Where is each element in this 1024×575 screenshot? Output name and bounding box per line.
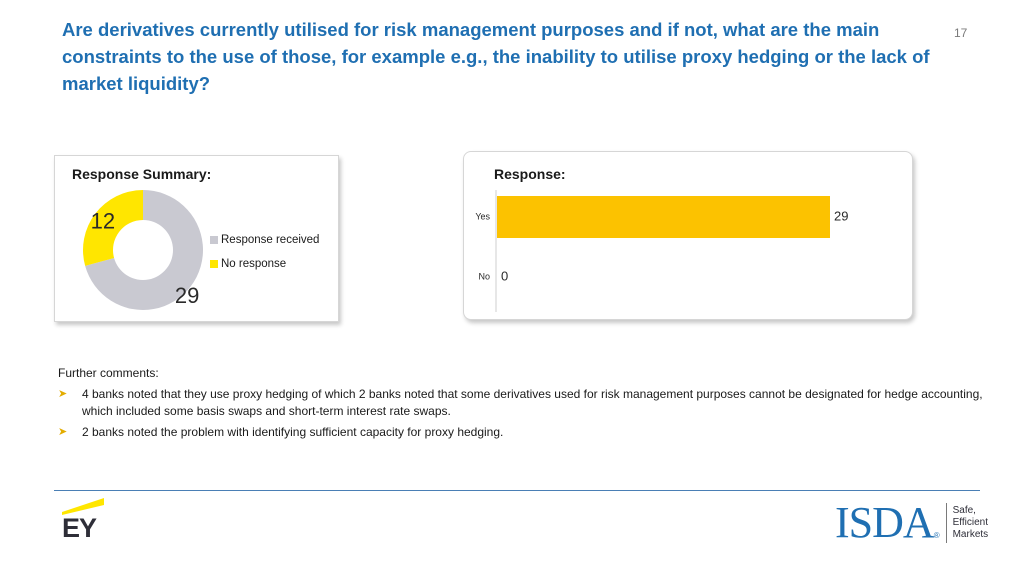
response-summary-panel: Response Summary: 29 12 Response received… <box>54 155 339 322</box>
comment-text: 2 banks noted the problem with identifyi… <box>82 425 504 439</box>
legend-swatch-response-received <box>210 236 218 244</box>
legend-item-no-response: No response <box>210 252 319 276</box>
response-summary-heading: Response Summary: <box>72 166 212 182</box>
page-number: 17 <box>954 26 968 40</box>
donut-label-no-response: 12 <box>91 209 115 234</box>
isda-tagline-line: Efficient <box>952 517 988 528</box>
tick-label-no: No <box>478 271 490 281</box>
comment-item: ➤ 2 banks noted the problem with identif… <box>58 424 988 441</box>
comment-item: ➤ 4 banks noted that they use proxy hedg… <box>58 386 988 420</box>
arrow-bullet-icon: ➤ <box>58 388 68 400</box>
isda-logo-text: ISDA <box>835 498 935 547</box>
donut-chart: 29 12 <box>83 190 203 310</box>
isda-divider <box>945 503 947 543</box>
donut-legend: Response received No response <box>210 228 319 276</box>
legend-item-response-received: Response received <box>210 228 319 252</box>
isda-tagline: Safe, Efficient Markets <box>953 505 989 541</box>
response-heading: Response: <box>494 166 566 182</box>
bar-yes <box>497 196 830 238</box>
donut-label-response-received: 29 <box>175 283 199 308</box>
comments-heading: Further comments: <box>58 366 159 380</box>
comment-text: 4 banks noted that they use proxy hedgin… <box>82 387 983 418</box>
isda-logo: ISDA ® Safe, Efficient Markets <box>835 500 988 546</box>
data-label-no: 0 <box>501 268 508 283</box>
data-label-yes: 29 <box>834 208 848 223</box>
further-comments: Further comments: ➤ 4 banks noted that t… <box>58 365 988 445</box>
ey-logo-text: EY <box>62 513 97 543</box>
donut-slice-response-received <box>85 190 203 310</box>
isda-tagline-line: Safe, <box>952 505 976 516</box>
tick-label-yes: Yes <box>475 211 490 221</box>
legend-label-response-received: Response received <box>221 234 320 246</box>
legend-label-no-response: No response <box>221 258 287 270</box>
isda-tagline-line: Markets <box>952 529 989 540</box>
ey-logo-icon <box>62 498 104 515</box>
response-bar-chart: Yes 29 No 0 <box>475 190 848 312</box>
page-title: Are derivatives currently utilised for r… <box>62 19 930 94</box>
isda-registered-mark: ® <box>933 531 940 540</box>
arrow-bullet-icon: ➤ <box>58 426 68 438</box>
legend-swatch-no-response <box>210 260 218 268</box>
response-panel: Response: Yes 29 No 0 <box>463 151 913 320</box>
donut-slice-no-response <box>83 190 143 266</box>
footer-divider <box>54 490 980 491</box>
